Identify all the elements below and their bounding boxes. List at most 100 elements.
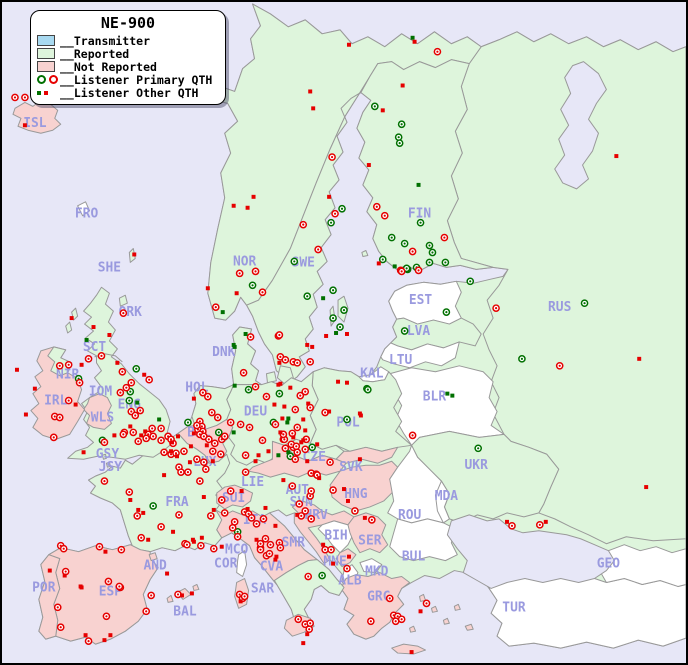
listener-primary-qth-marker bbox=[466, 277, 475, 286]
listener-primary-qth-marker bbox=[228, 523, 237, 532]
country-label-SER: SER bbox=[358, 534, 382, 549]
listener-primary-qth-marker bbox=[281, 444, 290, 453]
listener-primary-qth-marker bbox=[134, 437, 143, 446]
listener-other-qth-marker bbox=[191, 396, 196, 401]
listener-primary-qth-marker bbox=[241, 451, 250, 460]
listener-other-qth-marker bbox=[346, 42, 351, 47]
legend-item-label: __Transmitter bbox=[60, 33, 151, 48]
country-label-IRL: IRL bbox=[44, 394, 68, 409]
listener-other-qth-marker bbox=[199, 535, 204, 540]
listener-other-qth-marker bbox=[171, 529, 176, 534]
listener-primary-qth-marker bbox=[240, 592, 249, 601]
listener-other-qth-marker bbox=[324, 333, 329, 338]
listener-other-qth-marker bbox=[245, 506, 250, 511]
listener-other-qth-marker bbox=[132, 252, 137, 257]
listener-other-qth-marker bbox=[334, 331, 339, 335]
listener-primary-qth-marker bbox=[301, 507, 310, 515]
listener-primary-qth-marker bbox=[301, 445, 310, 454]
listener-other-qth-marker bbox=[23, 412, 28, 417]
listener-primary-qth-marker bbox=[210, 439, 219, 448]
listener-primary-qth-marker bbox=[148, 424, 156, 433]
listener-other-qth-marker bbox=[306, 401, 311, 406]
white-sea bbox=[554, 61, 607, 190]
listener-other-qth-marker bbox=[281, 478, 286, 483]
listener-primary-qth-marker bbox=[293, 358, 302, 367]
listener-primary-qth-marker bbox=[301, 387, 310, 396]
listener-primary-qth-marker bbox=[157, 424, 165, 433]
listener-primary-qth-marker bbox=[261, 534, 270, 543]
listener-primary-qth-marker bbox=[308, 443, 317, 452]
listener-other-qth-marker bbox=[357, 457, 362, 462]
listener-primary-qth-marker bbox=[204, 435, 213, 444]
listener-primary-qth-marker bbox=[252, 520, 261, 528]
listener-primary-qth-marker bbox=[400, 239, 409, 248]
country-label-GRC: GRC bbox=[367, 589, 390, 604]
listener-primary-qth-marker bbox=[233, 532, 242, 541]
listener-other-qth-marker bbox=[112, 433, 117, 438]
listener-primary-qth-marker bbox=[295, 500, 304, 508]
listener-primary-qth-marker bbox=[397, 120, 406, 129]
listener-primary-qth-marker bbox=[180, 447, 188, 456]
legend-ring-icon bbox=[37, 75, 46, 84]
listener-primary-qth-marker bbox=[196, 477, 204, 485]
listener-primary-qth-marker bbox=[281, 356, 290, 364]
legend-item-label: __Listener Other QTH bbox=[60, 85, 199, 100]
listener-primary-qth-marker bbox=[55, 413, 64, 422]
listener-primary-qth-marker bbox=[262, 392, 271, 401]
listener-primary-qth-marker bbox=[95, 542, 104, 551]
listener-other-qth-marker bbox=[288, 385, 293, 390]
listener-primary-qth-marker bbox=[211, 303, 220, 311]
listener-primary-qth-marker bbox=[239, 368, 248, 377]
listener-other-qth-marker bbox=[637, 356, 642, 361]
listener-primary-qth-marker bbox=[248, 281, 257, 290]
country-label-BIH: BIH bbox=[324, 529, 347, 544]
region-ORK bbox=[118, 294, 128, 307]
country-label-DNK: DNK bbox=[212, 345, 236, 360]
country-label-SVK: SVK bbox=[339, 460, 363, 475]
listener-primary-qth-marker bbox=[304, 572, 313, 581]
listener-primary-qth-marker bbox=[307, 487, 316, 495]
listener-primary-qth-marker bbox=[97, 352, 106, 360]
legend-item-2: __Not Reported bbox=[37, 59, 219, 74]
region-GSY-ISLE bbox=[101, 453, 107, 460]
listener-primary-qth-marker bbox=[132, 364, 141, 373]
listener-other-qth-marker bbox=[238, 599, 243, 604]
listener-other-qth-marker bbox=[141, 510, 146, 515]
legend-item-label: __Reported bbox=[60, 46, 130, 61]
listener-other-qth-marker bbox=[231, 430, 236, 435]
country-label-LIE: LIE bbox=[241, 475, 264, 490]
listener-primary-qth-marker bbox=[387, 233, 396, 242]
listener-primary-qth-marker bbox=[244, 385, 253, 394]
listener-primary-qth-marker bbox=[442, 308, 451, 316]
listener-primary-qth-marker bbox=[258, 288, 267, 297]
listener-primary-qth-marker bbox=[378, 255, 387, 264]
listener-other-qth-marker bbox=[136, 507, 141, 512]
listener-primary-qth-marker bbox=[216, 450, 225, 459]
listener-primary-qth-marker bbox=[440, 233, 449, 242]
listener-primary-qth-marker bbox=[318, 571, 326, 580]
listener-primary-qth-marker bbox=[226, 418, 235, 427]
listener-primary-qth-marker bbox=[351, 507, 359, 515]
region-JSY-ISLE bbox=[105, 461, 111, 468]
listener-other-qth-marker bbox=[303, 428, 308, 433]
listener-primary-qth-marker bbox=[241, 468, 250, 476]
listener-primary-qth-marker bbox=[291, 405, 300, 414]
listener-primary-qth-marker bbox=[59, 544, 68, 553]
listener-primary-qth-marker bbox=[291, 455, 300, 464]
country-label-BUL: BUL bbox=[402, 550, 426, 565]
listener-other-qth-marker bbox=[392, 264, 397, 269]
listener-other-qth-marker bbox=[128, 497, 133, 502]
listener-primary-qth-marker bbox=[385, 594, 394, 603]
country-label-MDA: MDA bbox=[435, 489, 459, 504]
listener-primary-qth-marker bbox=[147, 591, 155, 600]
legend-item-label: __Not Reported bbox=[60, 59, 157, 74]
listener-other-qth-marker bbox=[274, 554, 279, 559]
region-ITA-S bbox=[273, 559, 345, 628]
listener-other-qth-marker bbox=[366, 163, 371, 168]
listener-other-qth-marker bbox=[165, 571, 170, 576]
listener-other-qth-marker bbox=[272, 402, 277, 407]
country-label-ALB: ALB bbox=[338, 573, 362, 588]
listener-other-qth-marker bbox=[305, 632, 310, 637]
listener-primary-qth-marker bbox=[100, 477, 109, 485]
listener-primary-qth-marker bbox=[364, 385, 372, 394]
